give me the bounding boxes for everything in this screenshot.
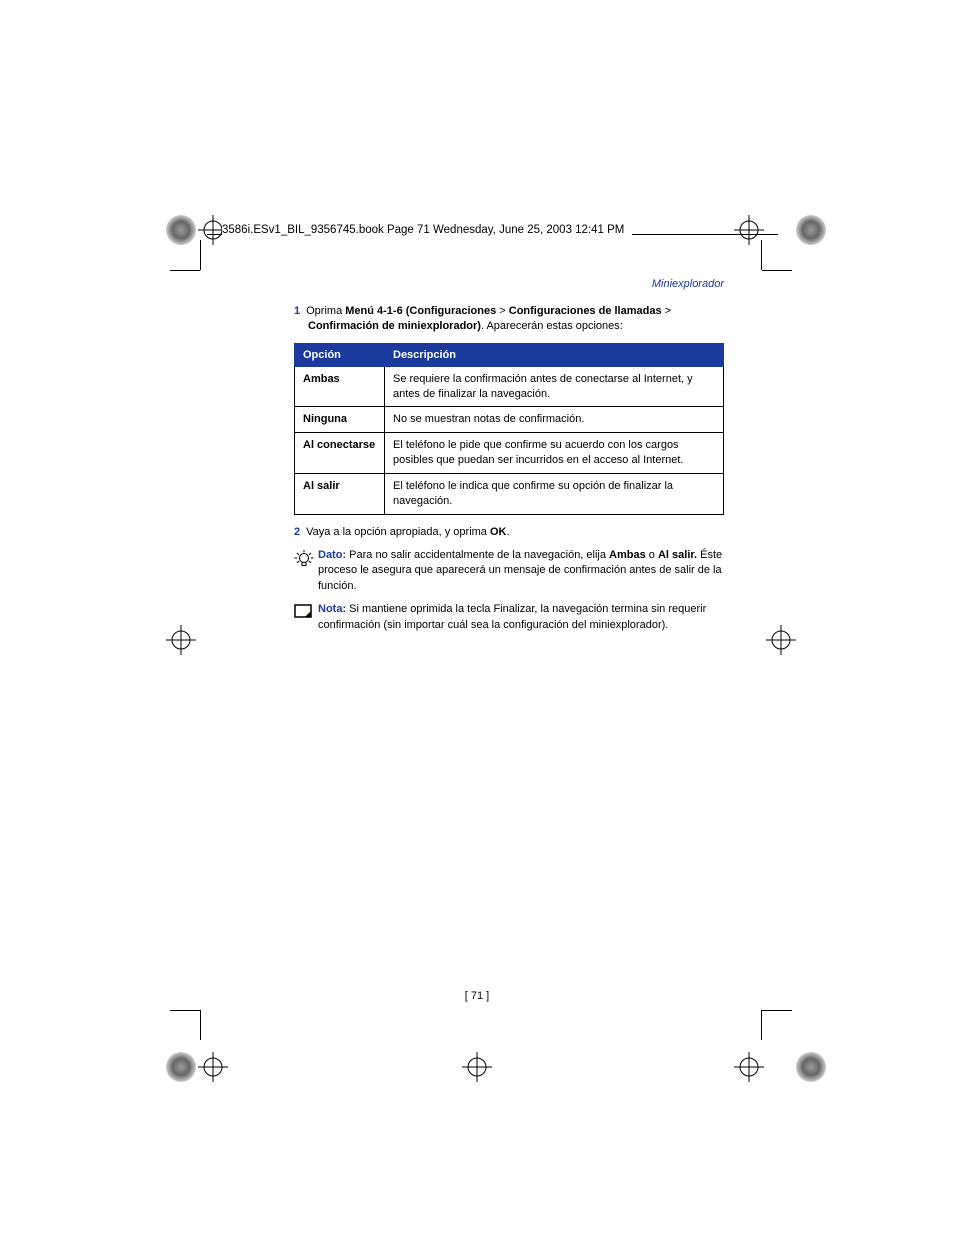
reg-mark-mid-right (766, 625, 796, 660)
step-1-sep2: > (662, 305, 671, 317)
step-1-num: 1 (294, 305, 300, 317)
col-descripcion: Descripción (385, 343, 724, 366)
cell-opcion: Al conectarse (295, 433, 385, 474)
header-text: 3586i.ESv1_BIL_9356745.book Page 71 Wedn… (222, 224, 632, 236)
reg-mark-bottom-center (462, 1052, 492, 1087)
cell-opcion: Ninguna (295, 407, 385, 433)
step-2-ok: OK (490, 526, 507, 538)
step-1-sep1: > (496, 305, 509, 317)
cell-desc: El teléfono le indica que confirme su op… (385, 474, 724, 515)
page-number: [ 71 ] (0, 990, 954, 1002)
crop-tl-h (170, 270, 200, 271)
note-block: Nota: Si mantiene oprimida la tecla Fina… (294, 602, 724, 633)
step-1-part3: Confirmación de miniexplorador) (308, 320, 481, 332)
note-text: Nota: Si mantiene oprimida la tecla Fina… (318, 602, 724, 633)
table-row: Al conectarse El teléfono le pide que co… (295, 433, 724, 474)
note-label: Nota: (318, 603, 346, 615)
tip-mid: o (646, 549, 658, 561)
step-2-num: 2 (294, 526, 300, 538)
tip-block: Dato: Para no salir accidentalmente de l… (294, 548, 724, 594)
crop-tr-v (761, 240, 762, 270)
tip-text: Dato: Para no salir accidentalmente de l… (318, 548, 724, 594)
crop-tr-h (762, 270, 792, 271)
col-opcion: Opción (295, 343, 385, 366)
tip-pre: Para no salir accidentalmente de la nave… (346, 549, 609, 561)
table-row: Ninguna No se muestran notas de confirma… (295, 407, 724, 433)
lightbulb-icon (294, 548, 318, 594)
crop-bl-h (170, 1010, 200, 1011)
section-title: Miniexplorador (294, 278, 724, 290)
crop-br-v (761, 1010, 762, 1040)
table-row: Ambas Se requiere la confirmación antes … (295, 366, 724, 407)
step-2: 2 Vaya a la opción apropiada, y oprima OK… (294, 525, 724, 540)
step-1: 1 Oprima Menú 4-1-6 (Configuraciones > Co… (294, 304, 724, 335)
step-1-post: . Aparecerán estas opciones: (481, 320, 623, 332)
crop-br-h (762, 1010, 792, 1011)
step-1-menu: Menú 4-1-6 (Configuraciones (345, 305, 496, 317)
tip-b1: Ambas (609, 549, 646, 561)
crop-tl-v (200, 240, 201, 270)
note-icon (294, 602, 318, 633)
cell-desc: No se muestran notas de confirmación. (385, 407, 724, 433)
page-content: Miniexplorador 1 Oprima Menú 4-1-6 (Confi… (294, 278, 724, 633)
cell-desc: Se requiere la confirmación antes de con… (385, 366, 724, 407)
step-2-text: Vaya a la opción apropiada, y oprima (306, 526, 490, 538)
reg-mark-mid-left (166, 625, 196, 660)
tip-b2: Al salir. (658, 549, 697, 561)
tip-label: Dato: (318, 549, 346, 561)
crop-bl-v (200, 1010, 201, 1040)
cell-opcion: Al salir (295, 474, 385, 515)
options-table: Opción Descripción Ambas Se requiere la … (294, 343, 724, 515)
table-row: Al salir El teléfono le indica que confi… (295, 474, 724, 515)
step-1-part2: Configuraciones de llamadas (509, 305, 662, 317)
cell-desc: El teléfono le pide que confirme su acue… (385, 433, 724, 474)
step-2-post: . (506, 526, 509, 538)
note-body: Si mantiene oprimida la tecla Finalizar,… (318, 603, 706, 630)
cell-opcion: Ambas (295, 366, 385, 407)
step-1-pre: Oprima (306, 305, 345, 317)
